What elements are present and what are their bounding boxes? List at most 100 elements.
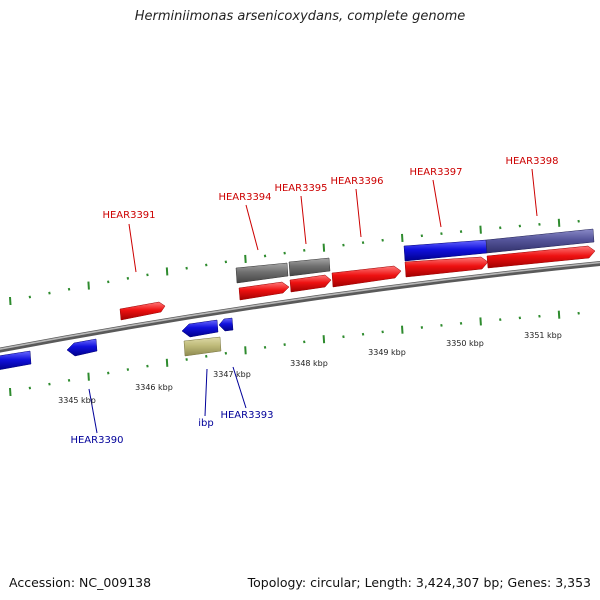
minor-tick — [185, 358, 188, 361]
minor-tick — [420, 234, 424, 238]
forward-gene-features — [119, 228, 596, 321]
label-hear3394: HEAR3394 — [218, 192, 271, 203]
minor-tick — [205, 263, 208, 267]
major-tick — [401, 325, 404, 334]
major-tick — [479, 225, 482, 234]
kbp-scale-labels: 3345 kbp 3346 kbp 3347 kbp 3348 kbp 3349… — [58, 331, 562, 405]
feature-box-gray-2[interactable] — [288, 257, 331, 277]
gene-arrow-hear3394[interactable] — [238, 281, 290, 301]
gene-arrow-hear3395[interactable] — [289, 274, 332, 293]
minor-tick — [224, 260, 228, 264]
major-tick — [401, 233, 404, 243]
gene-arrow-ibp[interactable] — [181, 319, 219, 338]
connector-hear3394 — [245, 204, 259, 251]
gene-arrow-hear3396[interactable] — [331, 265, 402, 288]
minor-tick — [518, 316, 522, 320]
minor-tick — [303, 340, 306, 344]
genome-backbone — [0, 260, 600, 353]
minor-tick — [381, 238, 384, 242]
major-tick — [557, 218, 561, 227]
feature-box-gray-1[interactable] — [235, 262, 289, 284]
minor-tick — [28, 295, 32, 299]
minor-tick — [48, 382, 51, 386]
gene-arrow-hear3397[interactable] — [404, 256, 489, 278]
feature-box-khaki[interactable] — [183, 336, 222, 357]
major-tick — [9, 387, 12, 397]
gene-arrow-hear3391[interactable] — [119, 301, 166, 321]
connector-ibp — [204, 368, 208, 417]
label-hear3393: HEAR3393 — [220, 410, 273, 421]
connector-hear3393 — [232, 366, 247, 409]
reverse-tick-track — [9, 310, 580, 397]
minor-tick — [499, 318, 502, 322]
minor-tick — [459, 230, 463, 233]
connector-hear3395 — [300, 195, 307, 245]
major-tick — [322, 335, 326, 344]
genome-summary-text: Topology: circular; Length: 3,424,307 bp… — [247, 575, 591, 590]
kbp-label: 3347 kbp — [213, 370, 251, 379]
major-tick — [9, 296, 12, 306]
minor-tick — [224, 351, 228, 355]
minor-tick — [342, 243, 345, 247]
minor-tick — [146, 273, 149, 277]
label-hear3396: HEAR3396 — [330, 176, 383, 187]
connector-hear3396 — [355, 188, 362, 238]
minor-tick — [577, 311, 580, 315]
reverse-label-connectors — [88, 366, 247, 434]
minor-tick — [48, 291, 51, 295]
minor-tick — [146, 364, 149, 368]
major-tick — [244, 346, 247, 355]
minor-tick — [126, 368, 130, 371]
label-hear3390: HEAR3390 — [70, 435, 123, 446]
minor-tick — [107, 371, 110, 375]
major-tick — [557, 310, 561, 319]
minor-tick — [381, 330, 384, 334]
major-tick — [87, 281, 90, 290]
major-tick — [165, 358, 169, 367]
label-hear3398: HEAR3398 — [505, 156, 558, 167]
forward-gene-labels: HEAR3391 HEAR3394 HEAR3395 HEAR3396 HEAR… — [102, 156, 558, 221]
kbp-label: 3345 kbp — [58, 396, 96, 405]
label-hear3395: HEAR3395 — [274, 183, 327, 194]
label-hear3397: HEAR3397 — [409, 167, 462, 178]
connector-hear3390 — [88, 388, 98, 434]
connector-hear3397 — [432, 179, 442, 228]
minor-tick — [205, 354, 208, 358]
kbp-label: 3350 kbp — [446, 339, 484, 348]
genome-backbone-highlight — [0, 261, 600, 350]
major-tick — [244, 254, 247, 263]
major-tick — [479, 317, 482, 326]
minor-tick — [185, 266, 188, 270]
minor-tick — [499, 226, 502, 230]
kbp-label: 3346 kbp — [135, 383, 173, 392]
minor-tick — [263, 254, 267, 258]
minor-tick — [67, 378, 71, 382]
gene-arrow-left-edge[interactable] — [0, 350, 32, 370]
genome-title: Herminiimonas arsenicoxydans, complete g… — [134, 9, 466, 24]
gene-arrow-hear3393[interactable] — [218, 317, 234, 332]
kbp-label: 3349 kbp — [368, 348, 406, 357]
label-ibp: ibp — [198, 418, 213, 429]
minor-tick — [538, 222, 541, 226]
minor-tick — [67, 287, 71, 291]
minor-tick — [28, 386, 32, 390]
minor-tick — [440, 323, 443, 327]
forward-label-connectors — [128, 168, 538, 273]
feature-box-overlay[interactable] — [485, 228, 595, 254]
minor-tick — [283, 251, 286, 255]
forward-tick-track — [9, 218, 580, 306]
connector-hear3391 — [128, 223, 137, 273]
minor-tick — [420, 326, 424, 329]
gene-arrow-hear3398[interactable] — [486, 245, 596, 269]
minor-tick — [361, 241, 365, 245]
kbp-label: 3348 kbp — [290, 359, 328, 368]
major-tick — [322, 243, 326, 252]
connector-hear3398 — [531, 168, 538, 217]
gene-arrow-hear3390[interactable] — [66, 338, 98, 357]
reverse-gene-features — [0, 317, 234, 370]
minor-tick — [440, 232, 443, 236]
minor-tick — [126, 276, 130, 280]
minor-tick — [538, 314, 541, 318]
major-tick — [87, 372, 90, 381]
